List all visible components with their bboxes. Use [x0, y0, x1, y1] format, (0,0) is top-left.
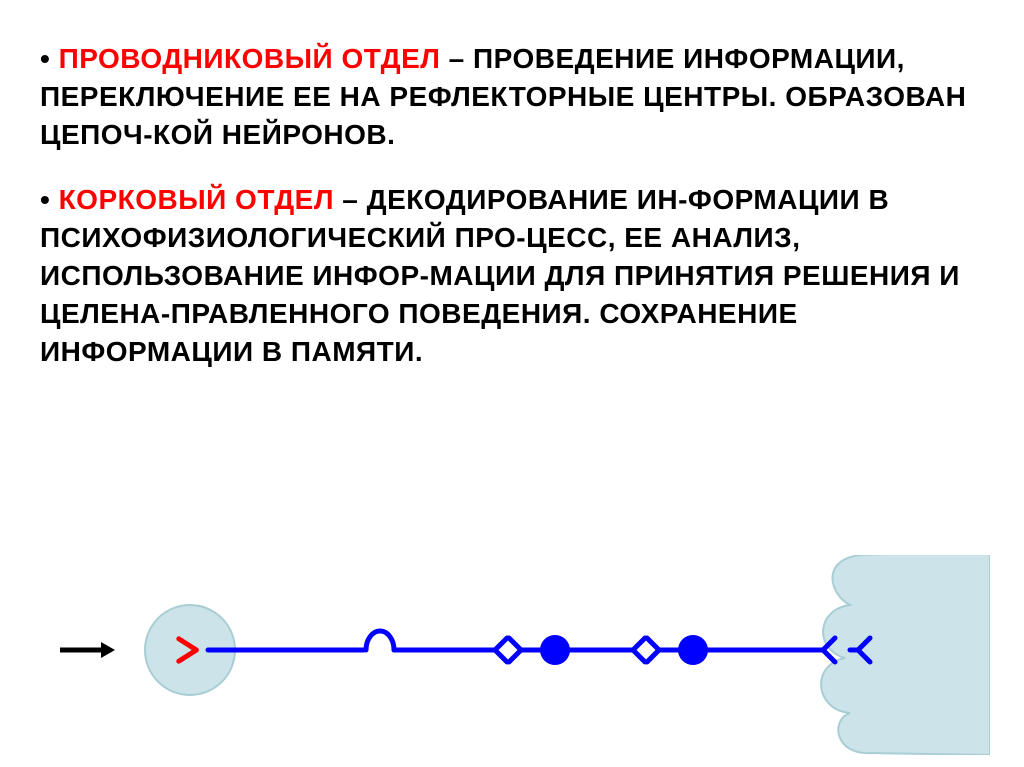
title-1: ПРОВОДНИКОВЫЙ ОТДЕЛ — [59, 43, 441, 74]
bullet-2: • — [40, 184, 59, 215]
bullet-1: • — [40, 43, 59, 74]
paragraph-1: • ПРОВОДНИКОВЫЙ ОТДЕЛ – ПРОВЕДЕНИЕ ИНФОР… — [40, 40, 984, 153]
title-2: КОРКОВЫЙ ОТДЕЛ — [59, 184, 334, 215]
neuron-chain-diagram — [60, 555, 990, 755]
paragraph-2: • КОРКОВЫЙ ОТДЕЛ – ДЕКОДИРОВАНИЕ ИН-ФОРМ… — [40, 181, 984, 370]
diagram-svg — [60, 555, 990, 755]
